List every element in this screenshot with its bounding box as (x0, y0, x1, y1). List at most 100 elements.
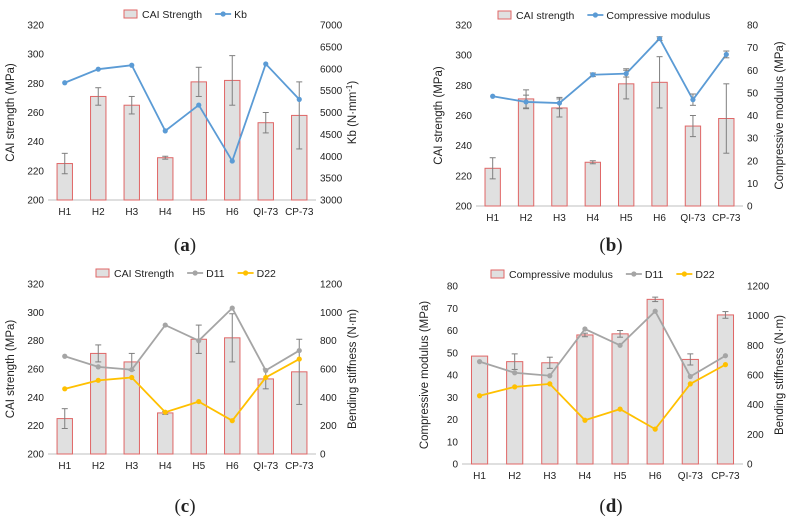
data-point (617, 407, 622, 412)
bar (158, 158, 173, 200)
right-tick-label: 0 (320, 450, 326, 461)
data-point (723, 362, 728, 367)
right-tick-label: 4000 (320, 152, 343, 163)
left-tick-label: 0 (452, 460, 458, 471)
data-point (617, 343, 622, 348)
left-tick-label: 50 (447, 348, 459, 359)
left-tick-label: 10 (447, 437, 459, 448)
legend-label: CAI strength (516, 10, 575, 22)
right-tick-label: 5500 (320, 86, 343, 97)
x-tick-label: H6 (226, 207, 239, 218)
left-tick-label: 280 (455, 81, 472, 92)
right-tick-label: 4500 (320, 130, 343, 141)
x-tick-label: CP-73 (285, 461, 314, 472)
data-point (477, 393, 482, 398)
x-tick-label: H4 (159, 461, 172, 472)
right-tick-label: 3500 (320, 174, 343, 185)
x-tick-label: H1 (473, 471, 486, 482)
right-axis-label: Bending stiffness (N·m) (774, 315, 786, 435)
bar (158, 413, 173, 454)
left-tick-label: 220 (455, 171, 472, 182)
right-tick-label: 6000 (320, 64, 343, 75)
data-point (163, 410, 168, 415)
x-tick-label: QI-73 (253, 207, 278, 218)
data-point (582, 326, 587, 331)
data-point (297, 356, 302, 361)
x-tick-label: H5 (192, 207, 205, 218)
data-point (230, 158, 235, 163)
data-point (688, 374, 693, 379)
legend-swatch-marker (221, 11, 226, 16)
data-point (263, 375, 268, 380)
left-axis-label: Compressive modulus (MPa) (419, 301, 431, 449)
bar (258, 123, 273, 200)
left-tick-label: 200 (455, 202, 472, 213)
data-point (523, 99, 528, 104)
right-axis-label: Bending stiffness (N·m) (347, 309, 359, 429)
bar (552, 108, 567, 206)
right-tick-label: 30 (747, 134, 759, 145)
data-point (582, 418, 587, 423)
right-tick-label: 70 (747, 43, 759, 54)
right-tick-label: 600 (320, 365, 337, 376)
right-tick-label: 400 (320, 393, 337, 404)
data-point (297, 97, 302, 102)
data-point (512, 370, 517, 375)
bar (717, 315, 733, 464)
data-point (263, 61, 268, 66)
legend-swatch-marker (631, 271, 636, 276)
x-tick-label: H3 (553, 213, 566, 224)
data-point (163, 322, 168, 327)
bar (191, 82, 206, 200)
right-tick-label: 1000 (320, 308, 343, 319)
data-point (624, 71, 629, 76)
data-point (230, 418, 235, 423)
figure: 2002202402602803003203000350040004500500… (0, 0, 792, 525)
right-tick-label: 3000 (320, 196, 343, 207)
right-tick-label: 400 (747, 400, 764, 411)
data-point (62, 80, 67, 85)
data-point (62, 386, 67, 391)
legend-swatch-marker (193, 270, 198, 275)
x-tick-label: H6 (653, 213, 666, 224)
legend-swatch-marker (593, 12, 598, 17)
right-tick-label: 0 (747, 202, 753, 213)
data-point (129, 63, 134, 68)
bar (471, 356, 487, 464)
data-point (724, 52, 729, 57)
x-tick-label: H2 (508, 471, 521, 482)
left-tick-label: 240 (27, 393, 44, 404)
x-tick-label: QI-73 (680, 213, 705, 224)
bar (258, 379, 273, 454)
legend-label: Compressive modulus (509, 269, 613, 281)
right-tick-label: 200 (320, 421, 337, 432)
right-tick-label: 80 (747, 21, 759, 32)
legend-label: D22 (257, 268, 276, 280)
data-point (557, 100, 562, 105)
data-point (688, 381, 693, 386)
x-tick-label: QI-73 (253, 461, 278, 472)
data-point (297, 348, 302, 353)
right-tick-label: 1200 (747, 282, 770, 293)
left-tick-label: 240 (27, 137, 44, 148)
left-axis-label: CAI strength (MPa) (5, 63, 17, 162)
data-point (129, 375, 134, 380)
data-point (547, 373, 552, 378)
bar (518, 99, 533, 206)
x-tick-label: H6 (226, 461, 239, 472)
panel-label: (b) (599, 235, 622, 256)
right-tick-label: 60 (747, 66, 759, 77)
right-tick-label: 5000 (320, 108, 343, 119)
bar (619, 84, 634, 206)
x-tick-label: H2 (92, 461, 105, 472)
bar (577, 335, 593, 464)
panel-label: (d) (599, 496, 622, 517)
legend-label: D22 (695, 269, 714, 281)
right-tick-label: 1200 (320, 280, 343, 291)
legend-swatch-bar (498, 11, 511, 19)
left-tick-label: 60 (447, 326, 459, 337)
right-tick-label: 6500 (320, 42, 343, 53)
data-point (96, 378, 101, 383)
bar (685, 126, 700, 206)
panel-label: (c) (174, 496, 195, 517)
